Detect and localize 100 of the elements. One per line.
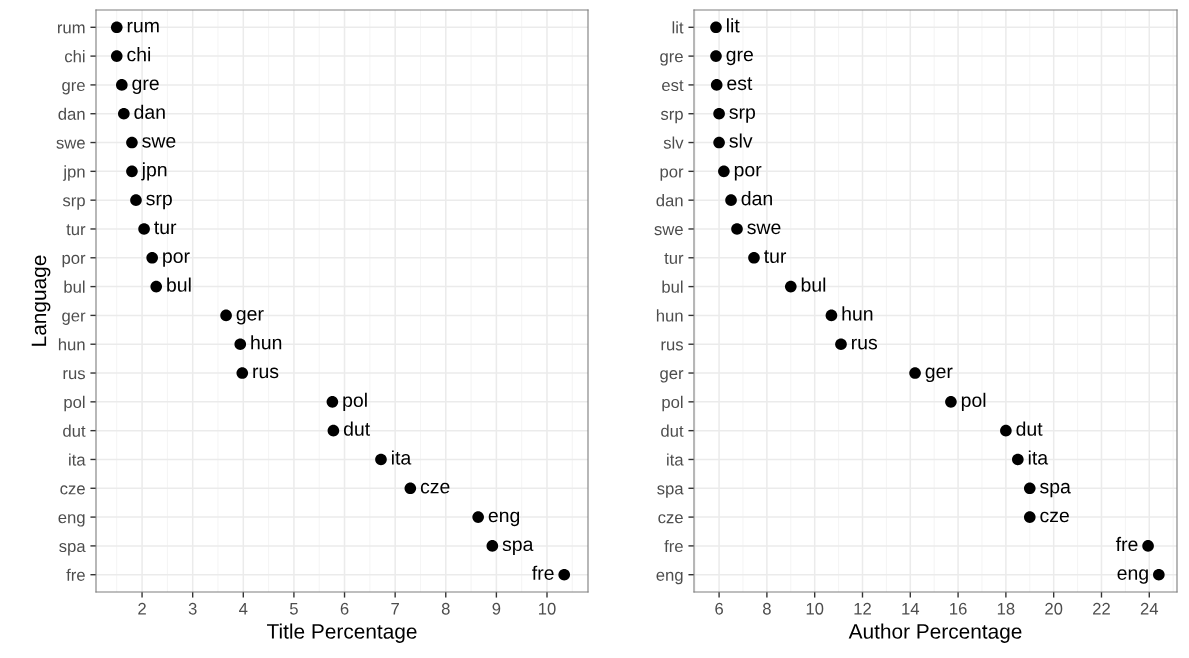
point [130,194,142,206]
y-tick-label: fre [664,539,683,553]
data-label: dut [343,421,370,436]
point [327,424,340,437]
point [909,367,921,379]
point [1023,511,1036,523]
y-tick-label: spa [657,485,684,498]
data-label: swe [747,223,781,235]
point [472,511,484,523]
x-tick-label: 7 [391,603,399,615]
data-label: eng [1117,569,1148,584]
y-tick-label: hun [58,338,85,351]
point [118,107,130,120]
y-tick-label: swe [56,139,85,149]
x-tick-label: 6 [340,602,349,615]
x-tick-label: 5 [289,603,298,615]
point [110,50,123,62]
point [710,50,722,62]
x-tick-label: 18 [997,602,1015,615]
x-tick-label: 4 [239,603,248,615]
data-label: chi [127,47,151,62]
y-tick-label: srp [62,197,85,210]
y-tick-label: gre [62,81,85,95]
data-label: fre [532,565,554,580]
point [718,165,730,178]
data-label: est [727,77,753,91]
data-label: spa [1040,482,1071,498]
y-tick-label: dan [58,107,85,120]
data-label: ger [236,309,264,325]
data-label: spa [502,540,534,555]
y-tick-label: jpn [62,165,85,181]
data-label: por [734,165,762,181]
y-tick-label: pol [662,395,683,412]
data-label: dan [134,104,165,119]
y-tick-label: rum [57,24,85,34]
y-tick-label: dan [656,194,683,207]
point [1023,482,1036,495]
y-tick-label: eng [656,571,683,585]
point [110,21,123,34]
point [1142,540,1154,552]
data-label: tur [154,221,177,235]
y-tick-label: lit [672,21,684,34]
data-label: rus [851,338,878,350]
x-tick-label: 14 [902,603,920,615]
y-tick-label: por [660,168,684,181]
point [138,223,150,235]
data-label: cze [1040,511,1069,523]
y-tick-label: swe [654,226,683,236]
data-label: bul [801,277,826,292]
x-tick-label: 12 [854,602,871,615]
x-tick-label: 9 [492,602,501,615]
point [486,540,499,552]
data-label: hun [842,306,873,321]
point [150,280,163,293]
point [375,453,387,466]
x-tick-label: 8 [441,602,450,615]
data-label: dan [741,191,772,206]
y-tick-label: tur [664,253,684,264]
point [326,396,339,408]
y-tick-label: est [662,80,684,92]
data-label: pol [343,392,367,411]
data-label: srp [146,194,172,210]
data-label: bul [167,277,191,292]
point [126,165,138,178]
data-label: pol [961,392,986,411]
y-tick-label: dut [661,424,684,437]
data-label: ger [925,367,953,383]
y-tick-label: fre [66,568,85,581]
data-label: ita [1028,450,1049,465]
y-tick-label: bul [64,280,85,293]
y-tick-label: por [62,254,86,268]
point [220,309,232,322]
point [710,21,722,34]
point [945,396,957,408]
y-tick-label: cze [658,514,683,524]
point [748,251,760,264]
y-tick-label: gre [660,53,683,66]
data-label: gre [726,50,753,66]
y-tick-label: ita [667,453,684,466]
y-tick-label: hun [656,309,683,322]
point [126,136,138,149]
data-label: slv [729,133,753,148]
point [404,482,417,495]
data-label: rus [253,367,279,379]
data-label: tur [764,250,787,263]
data-label: ita [392,450,412,465]
point [825,309,838,322]
data-label: hun [251,335,282,350]
x-tick-label: 6 [715,602,723,615]
point [784,280,797,293]
data-label: eng [488,511,520,527]
y-tick-label: ita [69,453,86,466]
point [236,367,249,379]
y-tick-label: ger [62,312,86,325]
x-tick-label: 10 [806,602,824,615]
data-label: srp [729,108,756,123]
point [835,338,847,351]
point [731,223,743,235]
y-tick-label: srp [660,110,683,124]
point [146,251,158,264]
